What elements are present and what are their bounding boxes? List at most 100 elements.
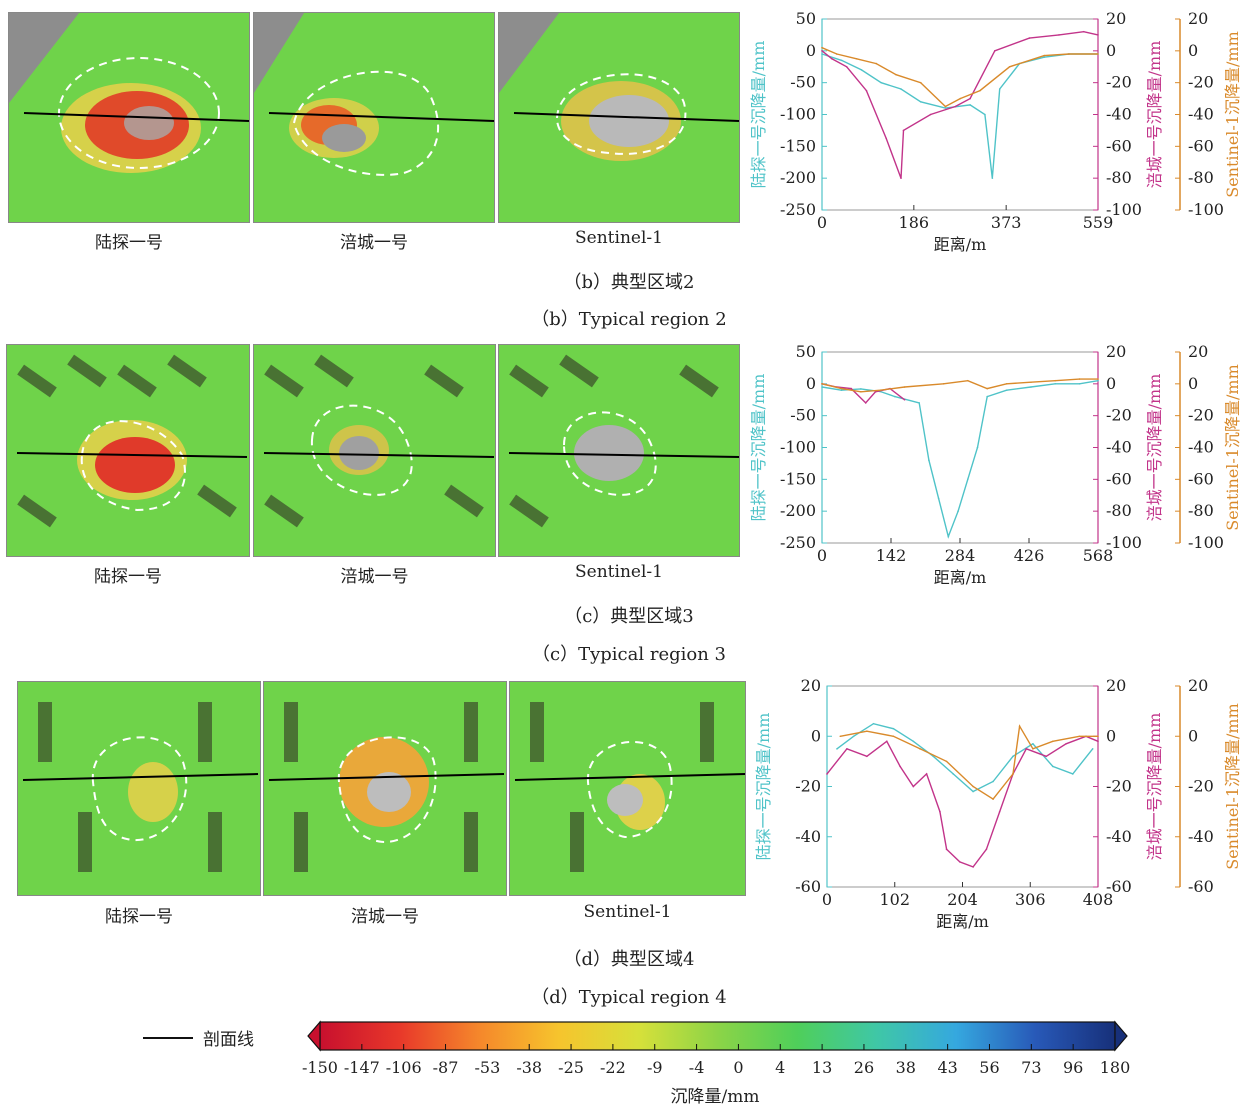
x-tick-label: 102 <box>879 890 910 909</box>
data-point <box>954 105 957 108</box>
y-axis-label: 涪城一号沉降量/mm <box>1145 713 1164 861</box>
data-point <box>919 748 921 750</box>
colorbar-tick-label: -9 <box>646 1058 663 1077</box>
data-point <box>1065 742 1067 745</box>
data-point <box>925 773 928 775</box>
data-point <box>912 785 915 788</box>
series-line <box>821 380 1099 539</box>
plot-frame <box>821 18 1099 211</box>
data-point <box>850 387 852 390</box>
caption-cn: （d）典型区域4 <box>563 949 695 970</box>
data-point <box>885 740 888 743</box>
x-axis-label: 距离/m <box>934 235 987 254</box>
colorbar-tick-label: -53 <box>474 1058 501 1077</box>
deformation-map <box>9 13 249 222</box>
y-tick-label: 20 <box>1188 676 1208 695</box>
data-point <box>937 497 940 500</box>
data-point <box>944 107 947 109</box>
data-point <box>860 388 862 390</box>
profile-line-label: 剖面线 <box>203 1030 254 1050</box>
data-point <box>1032 742 1034 745</box>
data-point <box>1078 735 1081 738</box>
data-point <box>894 395 896 398</box>
y-tick-label: -40 <box>795 827 821 846</box>
series-line <box>821 30 1099 179</box>
y-tick-label: 0 <box>1106 374 1116 393</box>
data-point <box>1030 381 1032 384</box>
y-axis-label: 陆探一号沉降量/mm <box>749 41 768 189</box>
data-point <box>836 748 838 750</box>
data-point <box>1058 34 1060 36</box>
y-tick-label: -200 <box>780 501 816 520</box>
colorbar-tick-label: 26 <box>853 1058 875 1077</box>
data-point <box>1097 34 1099 36</box>
colorbar-tick-label: -87 <box>432 1058 459 1077</box>
data-point <box>865 89 868 92</box>
data-point <box>874 390 877 393</box>
y-tick-label: -40 <box>1106 827 1132 846</box>
data-point <box>860 390 862 393</box>
y-axis-label: 陆探一号沉降量/mm <box>754 713 773 861</box>
data-point <box>821 383 823 385</box>
data-point <box>840 389 843 391</box>
data-point <box>1054 383 1057 385</box>
profile-chart-c: 0 142 284 426 568距离/m500-50-100-150-200-250陆… <box>749 342 1242 587</box>
x-tick-label: 408 <box>1083 890 1114 909</box>
y-tick-label: -100 <box>780 105 816 124</box>
caption-en: （b）Typical region 2 <box>531 309 727 330</box>
data-point <box>1032 748 1034 750</box>
data-point <box>1008 65 1011 68</box>
map-b-fucheng <box>253 12 495 223</box>
x-tick-label: 0 <box>822 890 832 909</box>
data-point <box>969 104 971 106</box>
colorbar-max-arrow <box>1114 1020 1128 1052</box>
data-point <box>979 89 981 92</box>
y-tick-label: -40 <box>1188 827 1214 846</box>
colorbar-tick-label: -106 <box>385 1058 422 1077</box>
x-tick-label: 0 <box>817 213 827 232</box>
y-tick-label: -100 <box>1188 533 1224 552</box>
y-tick-label: 20 <box>1106 676 1126 695</box>
data-point <box>875 62 878 65</box>
data-point <box>929 113 932 116</box>
y-tick-label: 0 <box>1188 374 1198 393</box>
data-point <box>976 446 979 449</box>
colorbar-tick-label: 180 <box>1099 1058 1131 1077</box>
caption-cn: （b）典型区域2 <box>563 272 695 293</box>
y-axis-label: Sentinel-1沉降量/mm <box>1223 31 1242 198</box>
colorbar-tick-label: -147 <box>343 1058 380 1077</box>
data-point <box>1091 748 1094 750</box>
colorbar-tick-label: -4 <box>688 1058 705 1077</box>
y-tick-label: 0 <box>811 726 821 745</box>
data-point <box>957 510 959 512</box>
data-point <box>1005 389 1008 391</box>
profile-line-swatch <box>143 1037 193 1039</box>
map-b-sentinel <box>498 12 740 223</box>
map-label: 陆探一号 <box>95 233 163 253</box>
data-point <box>1052 740 1054 743</box>
data-point <box>972 785 974 788</box>
caption-en: （c）Typical region 3 <box>532 644 726 665</box>
data-point <box>1071 773 1074 775</box>
colorbar-tick-label: 13 <box>811 1058 833 1077</box>
profile-chart-d: 0 102 204 306 408 距离/m 20 0 -20 -40 -60 陆探一号沉降量/mm 2… <box>754 676 1242 931</box>
map-d-ludetan <box>17 681 261 896</box>
y-tick-label: -60 <box>1106 877 1132 896</box>
deformation-map <box>254 13 494 222</box>
data-point <box>1097 378 1099 380</box>
data-point <box>900 88 902 90</box>
y-tick-label: -100 <box>1188 200 1224 219</box>
y-axis-label: Sentinel-1沉降量/mm <box>1223 364 1242 531</box>
y-tick-label: -40 <box>1106 438 1132 457</box>
data-point <box>1097 53 1099 55</box>
y-tick-label: -40 <box>1106 105 1132 124</box>
deformation-map <box>264 682 506 895</box>
data-point <box>852 735 855 738</box>
data-point <box>880 81 883 84</box>
y-tick-label: -20 <box>1188 73 1214 92</box>
y-tick-label: -40 <box>1188 105 1214 124</box>
data-point <box>1043 54 1045 57</box>
map-c-sentinel <box>498 344 740 557</box>
data-point <box>1030 386 1032 388</box>
y-tick-label: 50 <box>796 342 816 361</box>
